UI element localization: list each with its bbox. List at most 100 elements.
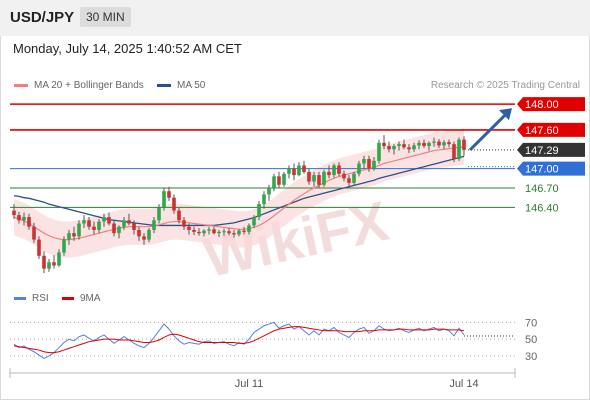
candle-body: [292, 168, 296, 176]
candle-body: [142, 236, 146, 240]
candle-body: [42, 255, 46, 269]
rsi-swatch: [14, 296, 26, 300]
rsi-level-label: 30: [525, 351, 537, 363]
price-tag-148.00: 148.00: [525, 99, 559, 111]
candle-body: [387, 146, 391, 150]
bollinger-band: [14, 128, 464, 258]
ma50-legend-label: MA 50: [177, 80, 206, 91]
candle-body: [197, 231, 201, 234]
candle-body: [302, 165, 306, 172]
candle-body: [367, 158, 371, 169]
price-tag-146.70: 146.70: [525, 183, 559, 195]
candle-body: [227, 231, 231, 234]
candle-body: [352, 173, 356, 183]
candle-body: [447, 142, 451, 145]
rsi-level-label: 70: [525, 317, 537, 329]
candle-body: [427, 142, 431, 147]
candle-body: [97, 221, 101, 230]
candle-body: [67, 233, 71, 240]
candle-body: [162, 191, 166, 208]
candle-body: [232, 233, 236, 235]
candle-body: [167, 191, 171, 198]
rsi-9ma-line: [13, 326, 465, 354]
ma50-line: [13, 155, 465, 227]
ma20-swatch: [14, 83, 28, 87]
candle-body: [362, 158, 366, 164]
candle-body: [177, 210, 181, 221]
timeframe-badge[interactable]: 30 MIN: [80, 7, 131, 27]
ma50-swatch: [157, 83, 171, 87]
candle-body: [277, 176, 281, 185]
candle-body: [437, 141, 441, 146]
candle-body: [187, 226, 191, 230]
price-tag-147.00: 147.00: [525, 164, 559, 176]
legend-9ma: 9MA: [62, 293, 101, 304]
candle-body: [77, 223, 81, 237]
price-tag-146.40: 146.40: [525, 202, 559, 214]
candle-body: [332, 165, 336, 176]
rsi-level-label: 50: [525, 334, 537, 346]
candle-body: [102, 217, 106, 222]
candle-body: [257, 204, 261, 218]
9ma-swatch: [62, 296, 74, 300]
price-tag-147.29: 147.29: [525, 145, 559, 157]
candle-body: [267, 188, 271, 195]
candle-body: [377, 142, 381, 161]
candle-body: [122, 220, 126, 227]
legend-ma50: MA 50: [157, 80, 205, 91]
candle-body: [327, 171, 331, 176]
candle-body: [422, 142, 426, 147]
candle-body: [172, 197, 176, 211]
candle-body: [57, 252, 61, 266]
candle-body: [92, 226, 96, 230]
candle-body: [107, 217, 111, 224]
candle-body: [322, 171, 326, 185]
legend-ma20: MA 20 + Bollinger Bands: [14, 80, 144, 91]
header-bar: USD/JPY 30 MIN: [0, 0, 590, 36]
x-tick-label: Jul 14: [449, 378, 478, 390]
candle-body: [47, 262, 51, 269]
candle-body: [337, 165, 341, 174]
candle-body: [207, 229, 211, 231]
candle-body: [247, 225, 251, 232]
ma20-legend-label: MA 20 + Bollinger Bands: [34, 80, 144, 91]
rsi-line: [13, 321, 465, 360]
candle-body: [372, 160, 376, 169]
symbol-label: USD/JPY: [10, 9, 75, 26]
candle-body: [342, 173, 346, 179]
candle-body: [12, 210, 16, 216]
price-tag-147.00-bg: [517, 161, 585, 176]
candle-body: [297, 165, 301, 176]
candle-body: [237, 230, 241, 235]
candle-body: [82, 220, 86, 224]
candle-body: [117, 226, 121, 234]
price-tag-147.29-bg: [517, 142, 585, 157]
candle-body: [307, 171, 311, 182]
candle-body: [137, 229, 141, 237]
candle-body: [317, 175, 321, 185]
candle-body: [17, 215, 21, 221]
legend-rsi: RSI: [14, 293, 49, 304]
candle-body: [217, 231, 221, 234]
candle-body: [132, 223, 136, 230]
candle-body: [52, 262, 56, 266]
candle-body: [252, 217, 256, 226]
candle-body: [32, 226, 36, 240]
candle-body: [347, 178, 351, 183]
x-tick-label: Jul 11: [235, 378, 264, 390]
candle-body: [192, 229, 196, 232]
candle-body: [157, 207, 161, 221]
candle-body: [287, 168, 291, 174]
candle-body: [262, 194, 266, 205]
projection-arrow-head: [499, 108, 512, 121]
candle-body: [182, 220, 186, 227]
candle-body: [457, 139, 461, 159]
candle-body: [112, 223, 116, 234]
candle-body: [37, 239, 41, 256]
candle-body: [452, 144, 456, 159]
candle-body: [222, 231, 226, 233]
candle-body: [152, 220, 156, 230]
candle-body: [62, 239, 66, 253]
candle-body: [202, 230, 206, 234]
